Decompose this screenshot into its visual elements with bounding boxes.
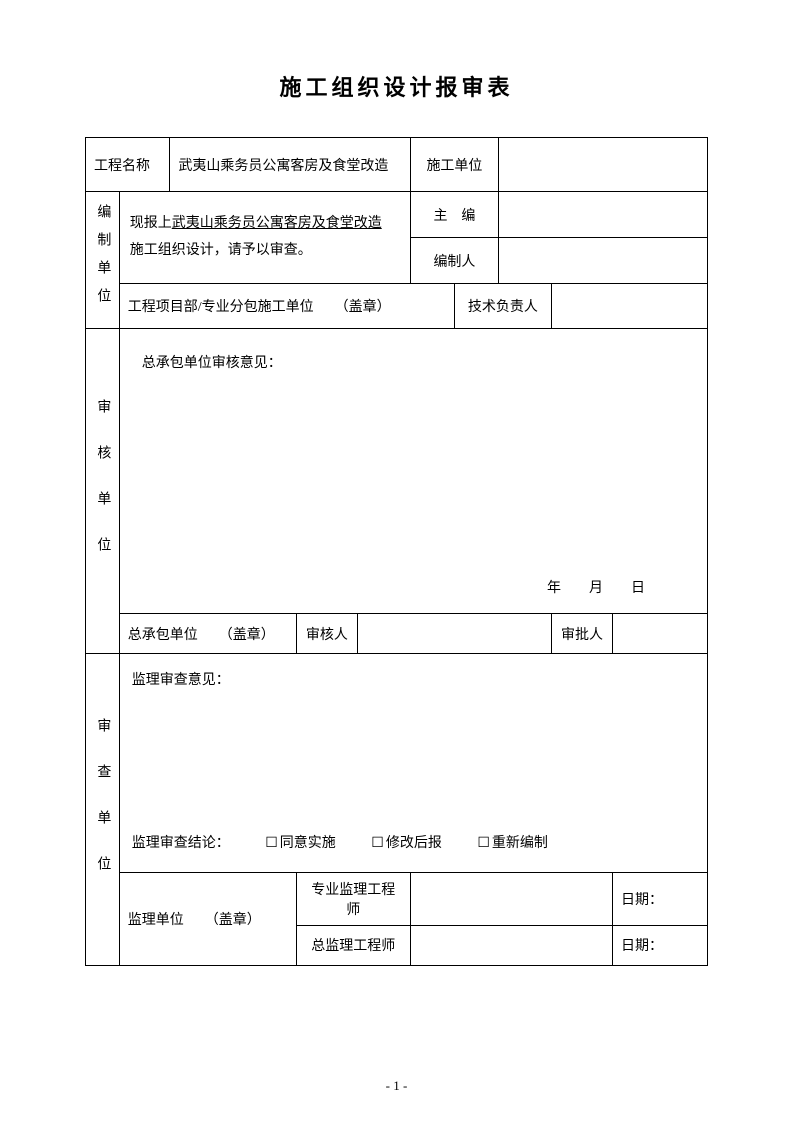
compile-line1-prefix: 现报上: [130, 216, 172, 231]
label-tech-head: 技术负责人: [454, 284, 551, 329]
compile-line1-underlined: 武夷山乘务员公寓客房及食堂改造: [172, 216, 382, 231]
audit-date: 年 月 日: [142, 546, 685, 601]
compile-body: 现报上武夷山乘务员公寓客房及食堂改造 施工组织设计，请予以审查。: [119, 192, 410, 284]
value-contractor: [499, 138, 708, 192]
value-chief-editor: [499, 192, 708, 238]
checkbox-icon: ☐: [477, 834, 490, 850]
compile-line2: 施工组织设计，请予以审查。: [130, 243, 312, 258]
inspect-opinion-block: 监理审查意见： 监理审查结论： ☐同意实施 ☐修改后报 ☐重新编制: [119, 654, 707, 873]
opt-agree: 同意实施: [280, 836, 336, 851]
value-approver: [613, 614, 708, 654]
label-chief-editor: 主 编: [410, 192, 499, 238]
value-tech-head: [551, 284, 707, 329]
page-number: - 1 -: [0, 1078, 793, 1094]
audit-opinion-header: 总承包单位审核意见：: [142, 351, 685, 376]
label-project-name: 工程名称: [86, 138, 170, 192]
label-chief-engineer: 总监理工程师: [296, 925, 410, 965]
label-seal-dept: 工程项目部/专业分包施工单位 （盖章）: [119, 284, 454, 329]
label-supervisor-seal: 监理单位 （盖章）: [119, 872, 296, 965]
inspect-conclusion-label: 监理审查结论：: [132, 836, 230, 851]
page-title: 施工组织设计报审表: [85, 70, 708, 102]
value-compiler: [499, 238, 708, 284]
form-table: 工程名称 武夷山乘务员公寓客房及食堂改造 施工单位 编制单位 现报上武夷山乘务员…: [85, 137, 708, 966]
value-project-name: 武夷山乘务员公寓客房及食堂改造: [170, 138, 410, 192]
label-date-1: 日期：: [613, 872, 708, 925]
inspect-conclusion-line: 监理审查结论： ☐同意实施 ☐修改后报 ☐重新编制: [132, 827, 695, 860]
opt-revise: 修改后报: [386, 836, 442, 851]
label-date-2: 日期：: [613, 925, 708, 965]
value-chief-engineer: [410, 925, 612, 965]
label-general-contractor-seal: 总承包单位 （盖章）: [119, 614, 296, 654]
inspect-opinion-header: 监理审查意见：: [132, 666, 695, 697]
label-compiler: 编制人: [410, 238, 499, 284]
side-label-compile: 编制单位: [86, 192, 120, 329]
value-reviewer: [357, 614, 551, 654]
label-contractor: 施工单位: [410, 138, 499, 192]
side-label-inspect: 审查单位: [86, 654, 120, 966]
side-label-audit: 审核单位: [86, 329, 120, 654]
label-pro-engineer: 专业监理工程师: [296, 872, 410, 925]
checkbox-icon: ☐: [371, 834, 384, 850]
value-pro-engineer: [410, 872, 612, 925]
opt-redo: 重新编制: [492, 836, 548, 851]
audit-opinion-block: 总承包单位审核意见： 年 月 日: [119, 329, 707, 614]
label-reviewer: 审核人: [296, 614, 357, 654]
label-approver: 审批人: [551, 614, 612, 654]
checkbox-icon: ☐: [265, 834, 278, 850]
